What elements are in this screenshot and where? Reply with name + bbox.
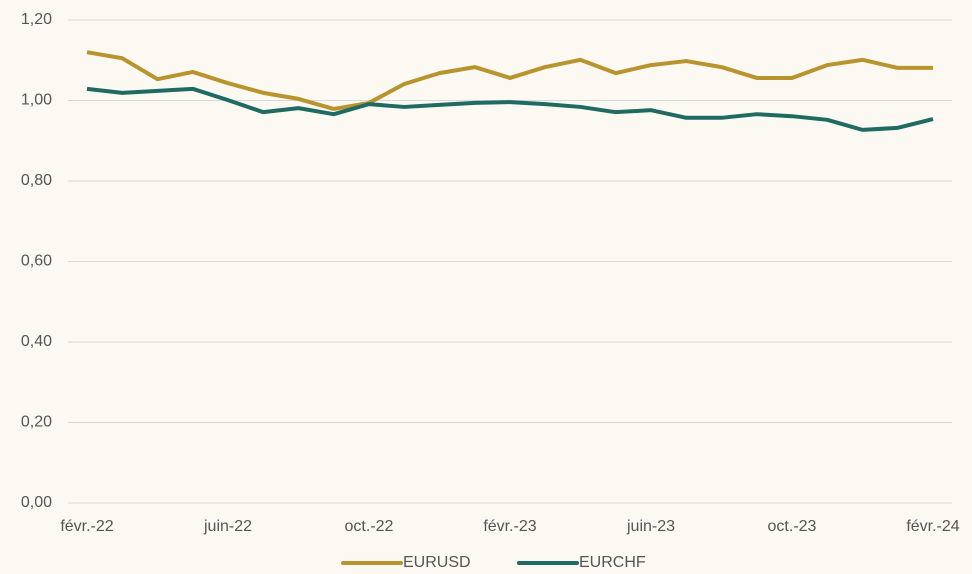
x-tick-label: oct.-22 — [345, 518, 394, 535]
x-tick-label: juin-22 — [203, 518, 252, 535]
line-series — [86, 86, 934, 132]
y-tick-label: 0,20 — [21, 414, 52, 431]
x-tick-label: févr.-24 — [906, 518, 959, 535]
y-tick-label: 1,20 — [21, 11, 52, 28]
x-tick-label: févr.-22 — [60, 518, 113, 535]
x-tick-label: oct.-23 — [768, 518, 817, 535]
x-tick-label: févr.-23 — [483, 518, 536, 535]
legend-label: EURUSD — [403, 554, 471, 571]
y-tick-label: 1,00 — [21, 92, 52, 109]
y-tick-label: 0,60 — [21, 253, 52, 270]
legend-label: EURCHF — [579, 554, 646, 571]
line-series — [86, 50, 933, 111]
x-tick-label: juin-23 — [626, 518, 675, 535]
y-tick-label: 0,40 — [21, 333, 52, 350]
y-tick-label: 0,00 — [21, 494, 52, 511]
y-tick-label: 0,80 — [21, 172, 52, 189]
